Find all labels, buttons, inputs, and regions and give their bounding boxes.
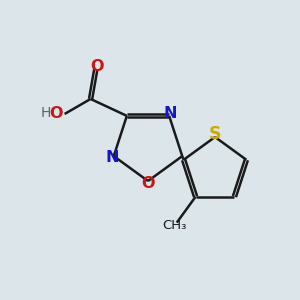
- Text: S: S: [209, 125, 221, 143]
- Text: H: H: [40, 106, 51, 120]
- Text: CH₃: CH₃: [162, 219, 187, 232]
- Text: O: O: [141, 176, 155, 190]
- Text: N: N: [164, 106, 177, 122]
- Text: N: N: [105, 150, 119, 165]
- Text: O: O: [90, 59, 104, 74]
- Text: O: O: [49, 106, 63, 122]
